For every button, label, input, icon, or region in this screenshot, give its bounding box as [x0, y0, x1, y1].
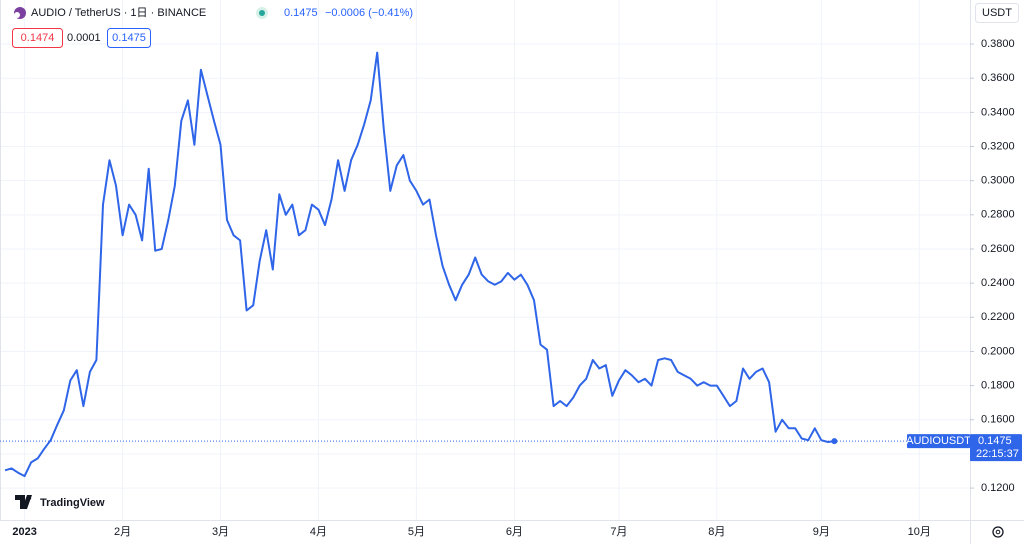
- currency-box[interactable]: [975, 3, 1019, 23]
- price-line: [4, 51, 835, 478]
- settings-icon[interactable]: [992, 526, 1004, 538]
- x-tick-label: 2月: [114, 526, 131, 538]
- price-label: 0.1475: [978, 435, 1012, 447]
- y-tick-label: 0.2400: [981, 277, 1015, 289]
- symbol-label-bg: [907, 434, 970, 449]
- x-tick-label: 5月: [408, 526, 425, 538]
- y-tick-label: 0.3400: [981, 106, 1015, 118]
- logo-dot: [26, 495, 32, 501]
- y-tick-label: 0.3800: [981, 38, 1015, 50]
- x-tick-label: 4月: [310, 526, 327, 538]
- y-tick-label: 0.3200: [981, 140, 1015, 152]
- x-tick-label: 9月: [813, 526, 830, 538]
- plot: [0, 51, 970, 478]
- bid-box[interactable]: [12, 28, 63, 48]
- last-price-header: 0.1475: [284, 7, 318, 19]
- countdown-label: 22:15:37: [976, 448, 1019, 460]
- x-tick-label: 2023: [12, 526, 36, 538]
- price-label-bg: [970, 434, 1022, 462]
- x-tick-label: 3月: [212, 526, 229, 538]
- y-tick-label: 0.1600: [981, 414, 1015, 426]
- bid-price[interactable]: 0.1474: [21, 32, 55, 44]
- ask-price[interactable]: 0.1475: [112, 32, 146, 44]
- y-tick-label: 0.1200: [981, 482, 1015, 494]
- currency[interactable]: USDT: [982, 7, 1012, 19]
- x-tick-label: 7月: [610, 526, 627, 538]
- logo-text[interactable]: TradingView: [40, 497, 105, 509]
- chart-title[interactable]: AUDIO / TetherUS · 1日 · BINANCE: [31, 7, 206, 19]
- y-tick-label: 0.2000: [981, 345, 1015, 357]
- y-tick-label: 0.1800: [981, 380, 1015, 392]
- settings-icon-center[interactable]: [995, 529, 1001, 535]
- y-tick-label: 0.3000: [981, 175, 1015, 187]
- ask-box[interactable]: [107, 28, 151, 48]
- grid: [0, 0, 970, 520]
- x-tick-label: 8月: [708, 526, 725, 538]
- y-tick-label: 0.2800: [981, 209, 1015, 221]
- x-tick-label: 10月: [908, 526, 931, 538]
- status-dot: [259, 10, 265, 16]
- x-tick-label: 6月: [506, 526, 523, 538]
- price-change: −0.0006 (−0.41%): [325, 7, 413, 19]
- symbol-icon-dot: [14, 12, 20, 18]
- y-tick-label: 0.2200: [981, 311, 1015, 323]
- y-tick-label: 0.2600: [981, 243, 1015, 255]
- symbol-label: AUDIOUSDT: [906, 435, 971, 447]
- y-tick-label: 0.3600: [981, 72, 1015, 84]
- spread: 0.0001: [67, 32, 101, 44]
